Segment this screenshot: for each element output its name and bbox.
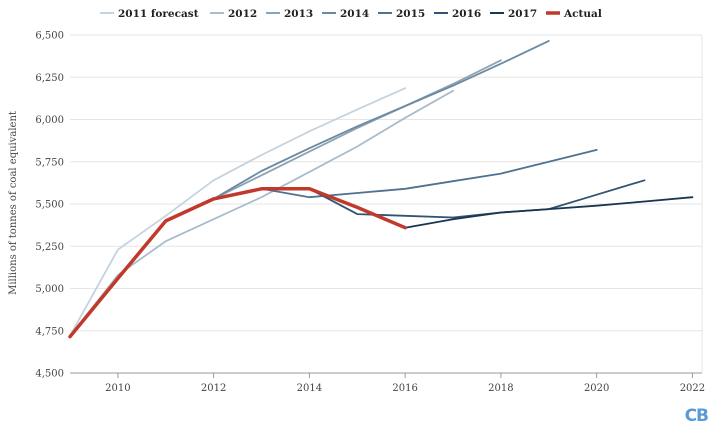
y-tick-label: 4,500: [35, 369, 64, 380]
grid-lines: [70, 34, 703, 374]
legend: 2011 forecast 2012 2013 2014 2015 2016 2017 Act…: [100, 8, 602, 20]
series-line-2012: [69, 89, 454, 337]
y-tick-label: 6,500: [35, 31, 64, 42]
y-tick-label: 4,750: [35, 326, 64, 337]
legend-label: 2017: [508, 8, 537, 20]
legend-label: 2014: [340, 8, 369, 20]
series-line-2014: [212, 40, 550, 200]
series-line-2017: [404, 196, 694, 229]
y-tick-label: 5,750: [35, 157, 64, 168]
series-line-actual: [68, 187, 407, 339]
y-tick-label: 5,000: [35, 284, 64, 295]
x-tick-label: 2022: [680, 383, 705, 394]
legend-label: 2015: [396, 8, 425, 20]
x-tick-label: 2012: [201, 383, 226, 394]
series-line-2015: [260, 148, 598, 199]
series-line-2013: [212, 59, 502, 200]
x-tick-label: 2010: [105, 383, 130, 394]
y-tick-label: 6,000: [35, 115, 64, 126]
series-line-2011-forecast: [69, 87, 407, 337]
y-tick-label: 5,500: [35, 200, 64, 211]
legend-label: Actual: [563, 8, 602, 20]
series-line-2016: [308, 179, 646, 219]
legend-label: 2011 forecast: [118, 8, 199, 20]
y-tick-label: 5,250: [35, 242, 64, 253]
x-tick-label: 2014: [297, 383, 322, 394]
legend-label: 2012: [228, 8, 257, 20]
x-tick-label: 2018: [488, 383, 513, 394]
legend-label: 2013: [284, 8, 313, 20]
carbon-brief-logo: CB: [684, 406, 709, 426]
x-tick-label: 2020: [584, 383, 609, 394]
x-axis-ticks: 2010 2012 2014 2016 2018 2020 2022: [105, 373, 705, 394]
y-tick-label: 6,250: [35, 73, 64, 84]
legend-label: 2016: [452, 8, 481, 20]
x-tick-label: 2016: [392, 383, 417, 394]
y-axis-label: Millions of tonnes of coal equivalent: [8, 111, 19, 295]
y-axis-ticks: 4,500 4,750 5,000 5,250 5,500 5,750 6,000 6,250…: [35, 31, 64, 380]
series-lines: [68, 40, 694, 339]
